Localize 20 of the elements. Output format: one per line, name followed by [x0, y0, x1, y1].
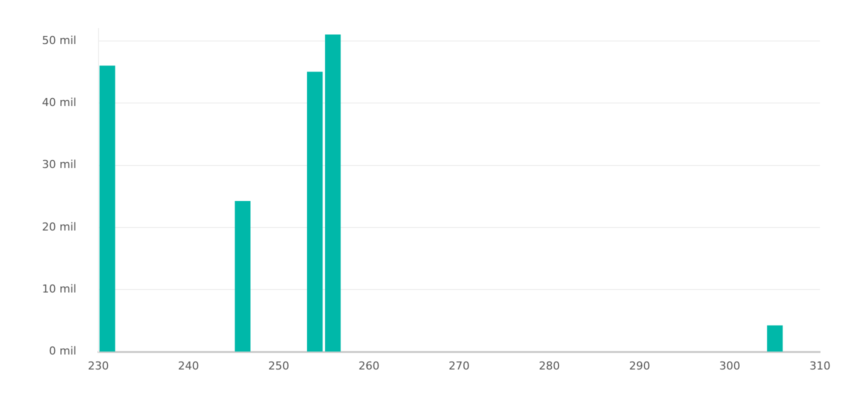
bar [325, 34, 341, 352]
y-tick-label: 30 mil [42, 158, 76, 172]
bar [100, 66, 116, 352]
x-tick-label: 290 [629, 359, 650, 372]
y-tick-label: 20 mil [42, 220, 76, 234]
y-tick-label: 50 mil [42, 34, 76, 47]
bar [234, 201, 250, 352]
x-tick-label: 300 [719, 359, 740, 372]
bar [306, 72, 323, 352]
x-tick-label: 250 [268, 359, 290, 372]
y-tick-label: 40 mil [42, 96, 76, 110]
y-tick-label: 10 mil [42, 282, 76, 296]
x-tick-label: 270 [448, 359, 470, 372]
y-tick-label: 0 mil [48, 344, 76, 358]
x-tick-label: 310 [810, 359, 830, 372]
x-tick-label: 240 [178, 359, 200, 372]
bar [767, 325, 783, 352]
x-tick-label: 230 [88, 359, 109, 372]
x-tick-label: 260 [358, 359, 380, 372]
x-tick-label: 280 [538, 359, 560, 372]
